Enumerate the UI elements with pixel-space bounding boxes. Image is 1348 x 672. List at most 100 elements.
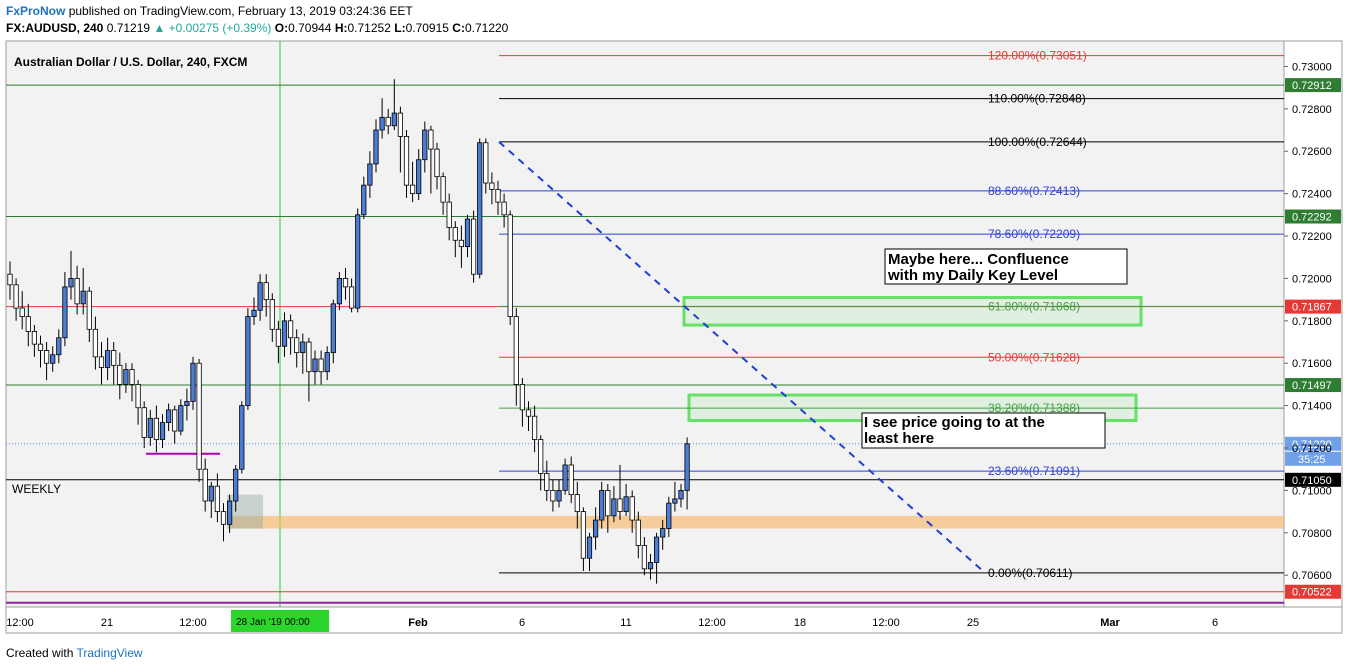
candle [458, 239, 465, 248]
candle [513, 316, 519, 385]
annotation-text: with my Daily Key Level [887, 267, 1058, 284]
footer: Created with TradingView [6, 646, 143, 660]
candle [342, 278, 349, 288]
brand-label[interactable]: FxProNow [6, 4, 66, 18]
fib-label: 100.00%(0.72644) [988, 135, 1087, 149]
candle [86, 290, 92, 330]
candle [214, 485, 220, 513]
candle [147, 417, 153, 438]
x-tick-label: 12:00 [872, 617, 900, 629]
annotation-box [861, 412, 1106, 449]
candle [635, 519, 641, 546]
candle [574, 494, 580, 513]
fib-label: 23.60%(0.71091) [988, 464, 1080, 478]
candle [105, 350, 111, 368]
open-value: 0.70944 [288, 21, 332, 35]
candle [501, 201, 507, 216]
candle [599, 490, 605, 521]
close-value: 0.71220 [464, 21, 509, 35]
fib-label: 78.60%(0.72209) [988, 227, 1080, 241]
candle [593, 519, 599, 538]
candle [135, 384, 141, 409]
candle [483, 142, 489, 184]
candle [31, 331, 38, 345]
y-tick-label: 0.72000 [1292, 273, 1332, 285]
chart-title: Australian Dollar / U.S. Dollar, 240, FX… [14, 55, 247, 69]
candle [318, 358, 324, 373]
price-tag-label: 0.71050 [1292, 475, 1332, 487]
highlight-box [227, 494, 263, 529]
x-tick-label: 12:00 [698, 617, 726, 629]
candle [117, 364, 123, 385]
tradingview-logo[interactable]: TradingView [76, 646, 143, 660]
price-tag [1285, 209, 1341, 224]
candle [666, 502, 672, 529]
candle [532, 415, 538, 440]
candle [330, 303, 336, 354]
y-tick-label: 0.71000 [1292, 485, 1332, 497]
daily-key-level-zone [682, 296, 1143, 327]
candle [428, 129, 434, 150]
fib-label: 38.20%(0.71388) [988, 401, 1080, 415]
candle [556, 490, 562, 502]
candle [525, 409, 532, 417]
ohlc-line: FX:AUDUSD, 240 0.71219 ▲ +0.00275 (+0.39… [6, 21, 508, 35]
candle [129, 369, 135, 385]
candle [141, 407, 147, 438]
price-tag-label: 0.71497 [1292, 380, 1332, 392]
price-tag-label: 0.72912 [1292, 80, 1332, 92]
candle [44, 350, 50, 364]
candle [464, 218, 471, 248]
price-tag [1285, 472, 1341, 487]
candle [361, 184, 367, 216]
last-price: 0.71219 [106, 21, 151, 35]
y-tick-label: 0.72200 [1292, 231, 1332, 243]
annotation-text: I see price going to at the [864, 414, 1045, 431]
candle [111, 350, 117, 366]
y-tick-label: 0.72800 [1292, 104, 1332, 116]
candle [440, 176, 446, 203]
time-highlight-label: 28 Jan '19 00:00 [236, 617, 310, 628]
candle [373, 129, 379, 165]
x-tick-label: 6 [519, 617, 525, 629]
low-value: 0.70915 [405, 21, 449, 35]
candle [251, 309, 257, 317]
candle [379, 116, 385, 131]
price-tag [1285, 584, 1341, 599]
created-with-text: Created with [6, 646, 74, 660]
candle [178, 405, 184, 432]
candle [367, 163, 373, 186]
candle [196, 362, 202, 470]
candle [62, 286, 68, 339]
candle [153, 417, 159, 440]
candle [489, 182, 495, 190]
x-tick-label: Feb [408, 617, 428, 629]
candle [281, 320, 288, 347]
candle [92, 328, 98, 358]
candle [434, 148, 440, 178]
candle [397, 112, 404, 137]
candle [294, 337, 300, 354]
candle [403, 135, 410, 186]
x-tick-label: 12:00 [6, 617, 34, 629]
candle [263, 282, 269, 301]
annotation-box [884, 248, 1128, 285]
low-label: L: [394, 21, 406, 35]
candle [159, 422, 166, 440]
candle [275, 328, 282, 347]
y-tick-label: 0.71200 [1292, 443, 1332, 455]
candle [519, 384, 526, 411]
symbol-label: FX:AUDUSD, 240 [6, 21, 104, 35]
candle [355, 214, 361, 309]
support-zone [230, 515, 1284, 529]
candle [629, 496, 635, 521]
candle [80, 290, 86, 305]
candle [550, 490, 556, 502]
countdown-label: 35:25 [1298, 454, 1326, 466]
candle [605, 490, 611, 517]
candle [19, 307, 25, 317]
candle [611, 498, 617, 517]
candle [68, 278, 74, 288]
candle [50, 354, 56, 364]
